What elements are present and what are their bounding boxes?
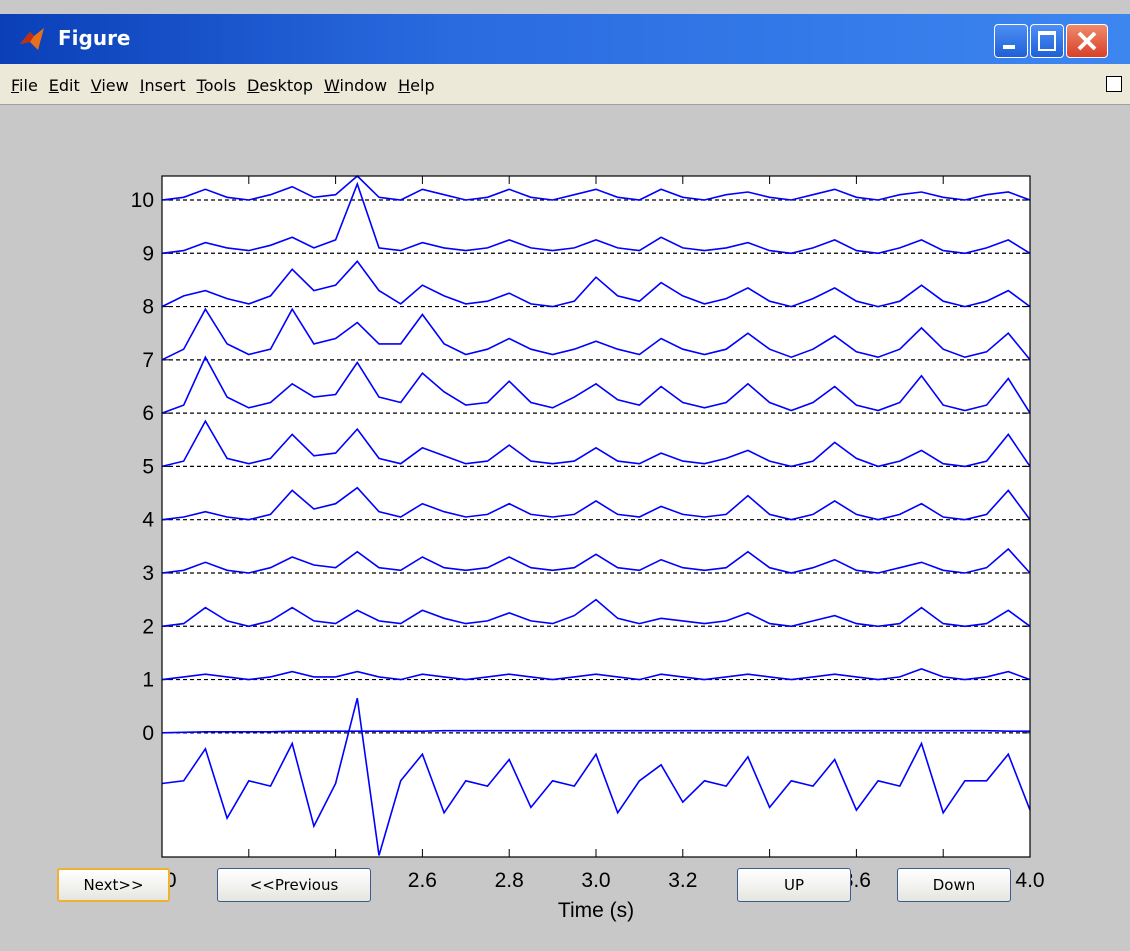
maximize-button[interactable] — [1030, 24, 1064, 58]
x-tick-label: 3.0 — [581, 869, 610, 892]
axes-frame — [161, 175, 1031, 858]
y-tick-label: 8 — [142, 296, 154, 319]
y-tick-label: 9 — [142, 242, 154, 265]
signal-line — [161, 547, 1031, 574]
nav-button[interactable]: UP — [737, 868, 851, 902]
menu-item[interactable]: Tools — [196, 76, 237, 95]
signal-line — [161, 729, 1030, 734]
x-tick-label: 2.8 — [495, 869, 524, 892]
y-tick-label: 5 — [142, 455, 154, 478]
signal-line — [161, 181, 1031, 255]
signal-line — [161, 598, 1031, 628]
signal-line — [161, 174, 1031, 201]
y-tick-label: 10 — [131, 189, 154, 212]
menu-list: File Edit View Insert Tools Desktop Window Help — [0, 64, 435, 95]
nav-button[interactable]: Next>> — [57, 868, 170, 902]
menu-item[interactable]: View — [90, 76, 129, 95]
dock-button[interactable] — [1106, 76, 1122, 92]
close-button[interactable] — [1066, 24, 1108, 58]
title-bar: Figure — [0, 14, 1130, 64]
signal-line — [161, 486, 1031, 521]
signal-line — [161, 260, 1031, 308]
menu-item[interactable]: File — [11, 76, 38, 95]
nav-button[interactable]: <<Previous — [217, 868, 371, 902]
signal-line — [161, 668, 1031, 681]
x-axis-label: Time (s) — [558, 899, 634, 922]
window-title: Figure — [58, 26, 131, 50]
menu-item[interactable]: Edit — [48, 76, 80, 95]
plot-area — [162, 176, 1030, 857]
y-tick-label: 7 — [142, 349, 154, 372]
y-tick-label: 6 — [142, 402, 154, 425]
y-tick-label: 4 — [142, 509, 154, 532]
signal-line — [161, 307, 1031, 361]
menu-item[interactable]: Window — [324, 76, 388, 95]
minimize-button[interactable] — [994, 24, 1028, 58]
menu-bar: File Edit View Insert Tools Desktop Window Help — [0, 64, 1130, 105]
y-tick-label: 0 — [142, 722, 154, 745]
y-tick-label: 2 — [142, 615, 154, 638]
x-tick-label: 2.6 — [408, 869, 437, 892]
y-tick-label: 1 — [142, 669, 154, 692]
menu-item[interactable]: Insert — [139, 76, 186, 95]
signal-line — [161, 355, 1031, 414]
y-tick-label: 3 — [142, 562, 154, 585]
x-tick-label: 3.2 — [668, 869, 697, 892]
app-icon — [20, 28, 44, 50]
nav-button[interactable]: Down — [897, 868, 1011, 902]
signal-line — [161, 698, 1031, 856]
menu-item[interactable]: Desktop — [247, 76, 314, 95]
x-tick-label: 4.0 — [1015, 869, 1044, 892]
signal-line — [161, 419, 1031, 468]
menu-item[interactable]: Help — [398, 76, 435, 95]
close-icon — [1077, 31, 1097, 51]
